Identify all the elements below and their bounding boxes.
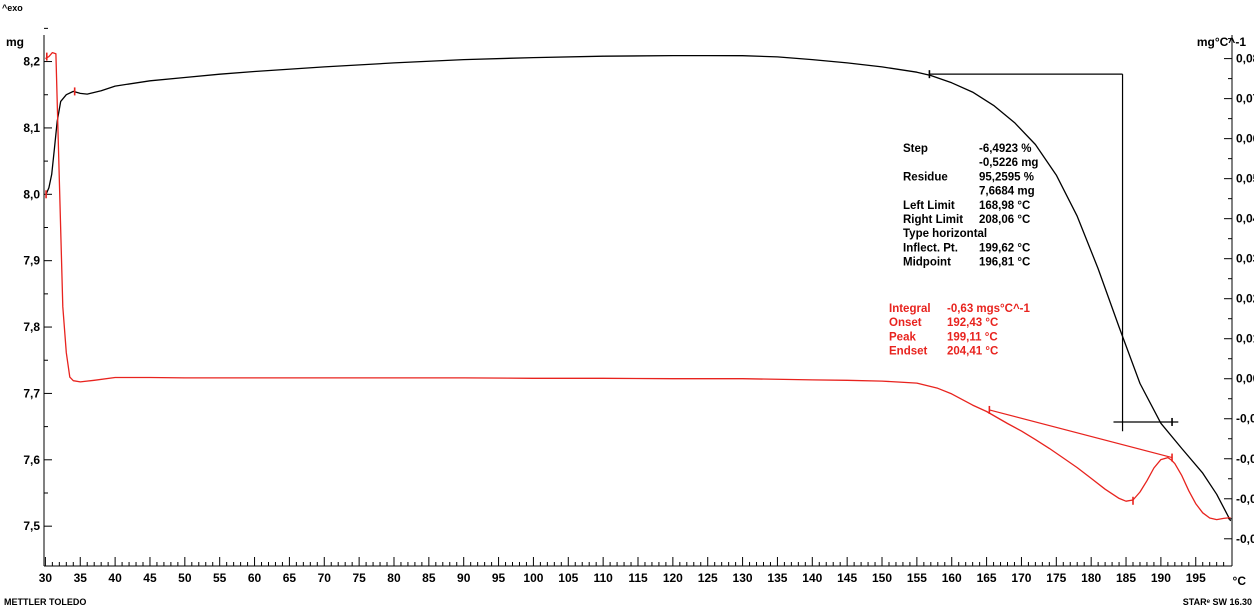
y-right-tick-label: 0,04: [1236, 212, 1254, 226]
step-result-value: 208,06 °C: [979, 214, 1030, 226]
x-tick-label: 130: [733, 571, 753, 585]
x-tick-label: 75: [352, 571, 366, 585]
x-tick-label: 165: [977, 571, 997, 585]
x-tick-label: 140: [802, 571, 822, 585]
peak-result-value: 199,11 °C: [947, 331, 998, 343]
dtg-curve: [45, 51, 1231, 521]
step-result-value: 196,81 °C: [979, 257, 1030, 269]
y-right-tick-label: -0,02: [1236, 452, 1254, 466]
x-tick-label: 155: [907, 571, 927, 585]
y-axis-left-ticks: 8,2 8,1 8,0 7,9 7,8 7,7 7,6 7,5: [23, 27, 52, 533]
step-result-label: Left Limit: [903, 200, 955, 212]
tg-curve: [45, 54, 1232, 522]
x-tick-label: 170: [1011, 571, 1031, 585]
evaluation-markers: [45, 52, 1173, 505]
x-tick-label: 125: [698, 571, 718, 585]
x-tick-label: 55: [213, 571, 227, 585]
x-tick-label: 45: [143, 571, 157, 585]
x-tick-label: 100: [523, 571, 543, 585]
exo-direction-label: ^exo: [2, 3, 23, 13]
step-evaluation-results: Step -6,4923 % -0,5226 mg Residue 95,2595 % 7…: [903, 143, 1038, 269]
x-tick-label: 95: [492, 571, 506, 585]
x-tick-label: 80: [387, 571, 401, 585]
x-tick-label: 90: [457, 571, 471, 585]
x-tick-label: 135: [767, 571, 787, 585]
peak-result-label: Endset: [889, 346, 928, 358]
x-tick-label: 35: [74, 571, 88, 585]
y-left-tick-label: 7,8: [23, 320, 40, 334]
y-left-tick-label: 8,2: [23, 55, 40, 69]
x-tick-label: 185: [1116, 571, 1136, 585]
step-result-label: Right Limit: [903, 214, 963, 226]
peak-evaluation-results: Integral -0,63 mgs°C^-1 Onset 192,43 °C Peak…: [889, 303, 1031, 358]
y-right-tick-label: 0,07: [1236, 92, 1254, 106]
y-right-tick-label: 0,03: [1236, 252, 1254, 266]
x-tick-label: 195: [1186, 571, 1206, 585]
series-layer: [45, 51, 1232, 522]
y-axis-right-unit: mg°C^-1: [1197, 35, 1246, 49]
y-axis-right-ticks: 0,08 0,07 0,06 0,05 0,04 0,03 0,02 0,01 0,00 -0,0…: [1224, 38, 1254, 546]
x-tick-label: 110: [593, 571, 613, 585]
y-right-tick-label: -0,01: [1236, 412, 1254, 426]
x-tick-label: 145: [837, 571, 857, 585]
peak-result-value: 192,43 °C: [947, 317, 998, 329]
peak-result-label: Onset: [889, 317, 922, 329]
x-tick-label: 115: [628, 571, 648, 585]
x-axis-unit: °C: [1233, 574, 1247, 588]
step-result-value: -0,5226 mg: [979, 157, 1038, 169]
step-result-label: Step: [903, 143, 928, 155]
y-left-tick-label: 7,6: [23, 453, 40, 467]
plot-frame: [43, 35, 1233, 567]
y-right-tick-label: 0,05: [1236, 172, 1254, 186]
y-right-tick-label: 0,01: [1236, 332, 1254, 346]
peak-result-value: -0,63 mgs°C^-1: [947, 303, 1031, 315]
y-right-tick-label: -0,04: [1236, 532, 1254, 546]
x-axis-ticks: 30 35 40 45 50 55 60 65 70 75 80 85 90 95 100 105 110 115…: [39, 557, 1225, 585]
y-left-tick-label: 7,7: [23, 386, 40, 400]
x-tick-label: 150: [872, 571, 892, 585]
y-left-tick-label: 8,1: [23, 121, 40, 135]
step-evaluation-bracket: [929, 73, 1179, 432]
step-result-value: 168,98 °C: [979, 200, 1030, 212]
peak-result-value: 204,41 °C: [947, 346, 998, 358]
y-axis-left-unit: mg: [6, 35, 24, 49]
step-result-value: 95,2595 %: [979, 171, 1034, 183]
x-tick-label: 40: [108, 571, 122, 585]
x-tick-label: 30: [39, 571, 53, 585]
x-tick-label: 50: [178, 571, 192, 585]
step-result-label: Inflect. Pt.: [903, 242, 958, 254]
x-tick-label: 60: [248, 571, 262, 585]
y-left-tick-label: 8,0: [23, 187, 40, 201]
step-result-label: Midpoint: [903, 257, 951, 269]
software-version-label: STARᵉ SW 16.30: [1183, 597, 1252, 607]
x-tick-label: 190: [1151, 571, 1171, 585]
x-tick-label: 180: [1081, 571, 1101, 585]
step-result-label: Residue: [903, 171, 948, 183]
x-tick-label: 120: [663, 571, 683, 585]
x-tick-label: 160: [942, 571, 962, 585]
x-tick-label: 175: [1046, 571, 1066, 585]
peak-result-label: Integral: [889, 303, 931, 315]
x-tick-label: 85: [422, 571, 436, 585]
x-tick-label: 105: [558, 571, 578, 585]
y-left-tick-label: 7,9: [23, 254, 40, 268]
brand-label: METTLER TOLEDO: [4, 597, 86, 607]
step-result-value: -6,4923 %: [979, 143, 1031, 155]
y-right-tick-label: 0,08: [1236, 52, 1254, 66]
y-right-tick-label: -0,03: [1236, 492, 1254, 506]
dtg_integral_baseline: [989, 409, 1173, 459]
y-left-tick-label: 7,5: [23, 519, 40, 533]
y-right-tick-label: 0,06: [1236, 132, 1254, 146]
x-tick-label: 65: [283, 571, 297, 585]
step-result-label: Type horizontal: [903, 228, 987, 240]
x-tick-label: 70: [318, 571, 332, 585]
step-result-value: 199,62 °C: [979, 242, 1030, 254]
y-right-tick-label: 0,02: [1236, 292, 1254, 306]
y-right-tick-label: 0,00: [1236, 372, 1254, 386]
step-result-value: 7,6684 mg: [979, 186, 1035, 198]
peak-result-label: Peak: [889, 331, 916, 343]
